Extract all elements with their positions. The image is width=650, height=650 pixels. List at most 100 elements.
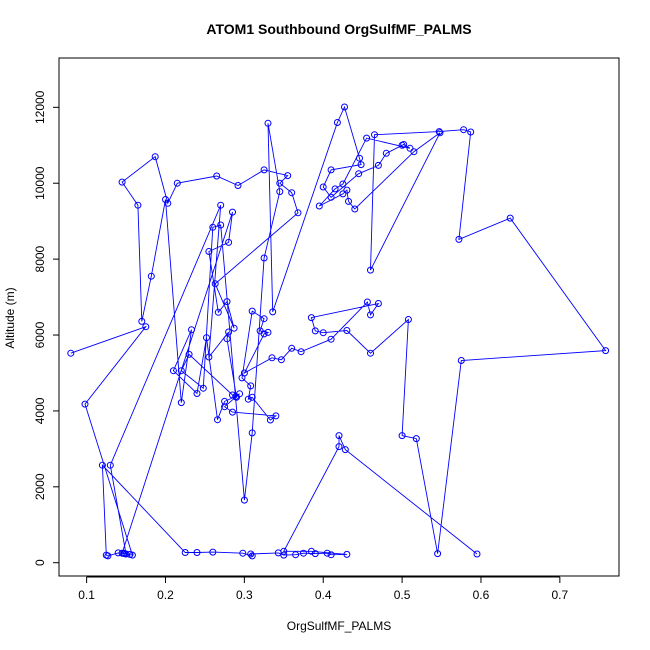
data-point — [276, 179, 284, 187]
data-point — [229, 208, 236, 216]
data-point — [406, 144, 414, 152]
data-point — [223, 298, 231, 306]
data-point — [276, 188, 284, 196]
data-point — [280, 547, 288, 555]
data-point — [367, 349, 374, 357]
data-point — [288, 189, 296, 197]
data-point — [382, 149, 390, 157]
data-point — [327, 193, 335, 201]
data-point — [410, 148, 418, 156]
data-point — [232, 393, 240, 400]
data-point — [345, 197, 352, 205]
data-point — [300, 549, 307, 557]
data-point — [177, 367, 185, 375]
data-point — [319, 183, 327, 191]
data-point — [199, 384, 207, 392]
data-point — [307, 547, 315, 555]
data-point — [355, 170, 363, 178]
data-point — [260, 166, 268, 174]
y-tick-label: 12000 — [33, 90, 47, 124]
series-layer — [67, 103, 610, 560]
data-point — [81, 400, 89, 408]
data-point — [209, 548, 217, 556]
data-point — [333, 119, 341, 126]
chart-title: ATOM1 Southbound OrgSulfMF_PALMS — [206, 21, 471, 37]
data-point — [400, 141, 408, 148]
data-point — [297, 348, 305, 356]
data-point — [272, 412, 280, 420]
data-point — [248, 429, 256, 437]
y-tick-label: 8000 — [33, 245, 47, 272]
data-point — [288, 344, 296, 352]
data-point — [248, 307, 256, 315]
plot-frame — [58, 57, 620, 577]
data-point — [367, 311, 374, 319]
data-point — [341, 446, 349, 454]
data-point — [134, 201, 142, 209]
data-point — [151, 153, 159, 161]
data-point — [256, 327, 264, 335]
y-tick-label: 4000 — [33, 397, 47, 424]
data-point — [335, 432, 343, 440]
data-point — [247, 550, 255, 558]
data-point — [223, 335, 231, 343]
data-point — [221, 397, 229, 405]
data-point — [363, 298, 371, 306]
data-point — [268, 354, 276, 362]
data-point — [106, 461, 114, 469]
data-point — [335, 443, 343, 451]
data-point — [138, 317, 146, 325]
data-point — [225, 238, 233, 246]
data-point — [217, 221, 225, 229]
data-point — [221, 403, 229, 411]
data-point — [211, 280, 219, 288]
data-point — [169, 367, 177, 375]
data-point — [371, 131, 378, 139]
data-point — [436, 129, 444, 137]
data-point — [260, 254, 268, 262]
y-axis-label: Altitude (m) — [3, 287, 17, 348]
data-point — [343, 186, 351, 194]
data-point — [193, 549, 201, 556]
y-tick-label: 6000 — [33, 321, 47, 348]
data-point — [311, 327, 319, 335]
data-point — [229, 408, 236, 416]
data-point — [327, 335, 335, 343]
data-point — [284, 172, 292, 180]
data-point — [315, 202, 323, 210]
data-point — [238, 374, 246, 382]
data-point — [102, 551, 110, 559]
data-point — [292, 551, 300, 559]
data-point — [244, 395, 252, 403]
data-point — [367, 266, 374, 274]
data-point — [602, 347, 610, 355]
data-point — [339, 180, 347, 188]
data-point — [460, 126, 468, 134]
data-point — [181, 549, 189, 556]
data-point — [147, 272, 155, 280]
data-point — [217, 201, 225, 209]
data-point — [434, 550, 442, 558]
data-point — [412, 435, 420, 443]
data-point — [225, 328, 233, 336]
data-point — [205, 353, 213, 361]
data-point — [240, 496, 248, 504]
data-point — [114, 549, 122, 557]
data-point — [343, 550, 351, 558]
y-tick-label: 0 — [33, 559, 47, 566]
data-point — [214, 308, 222, 316]
data-point — [67, 349, 75, 357]
data-point — [142, 323, 150, 331]
series-line — [70, 105, 607, 557]
x-tick-label: 0.2 — [157, 588, 174, 602]
data-point — [351, 205, 359, 213]
data-point — [374, 161, 382, 169]
data-point — [264, 328, 272, 336]
data-point — [457, 357, 465, 364]
data-point — [229, 391, 236, 399]
data-point — [473, 550, 481, 558]
data-point — [205, 248, 213, 255]
data-point — [188, 326, 195, 334]
data-point — [185, 350, 193, 358]
